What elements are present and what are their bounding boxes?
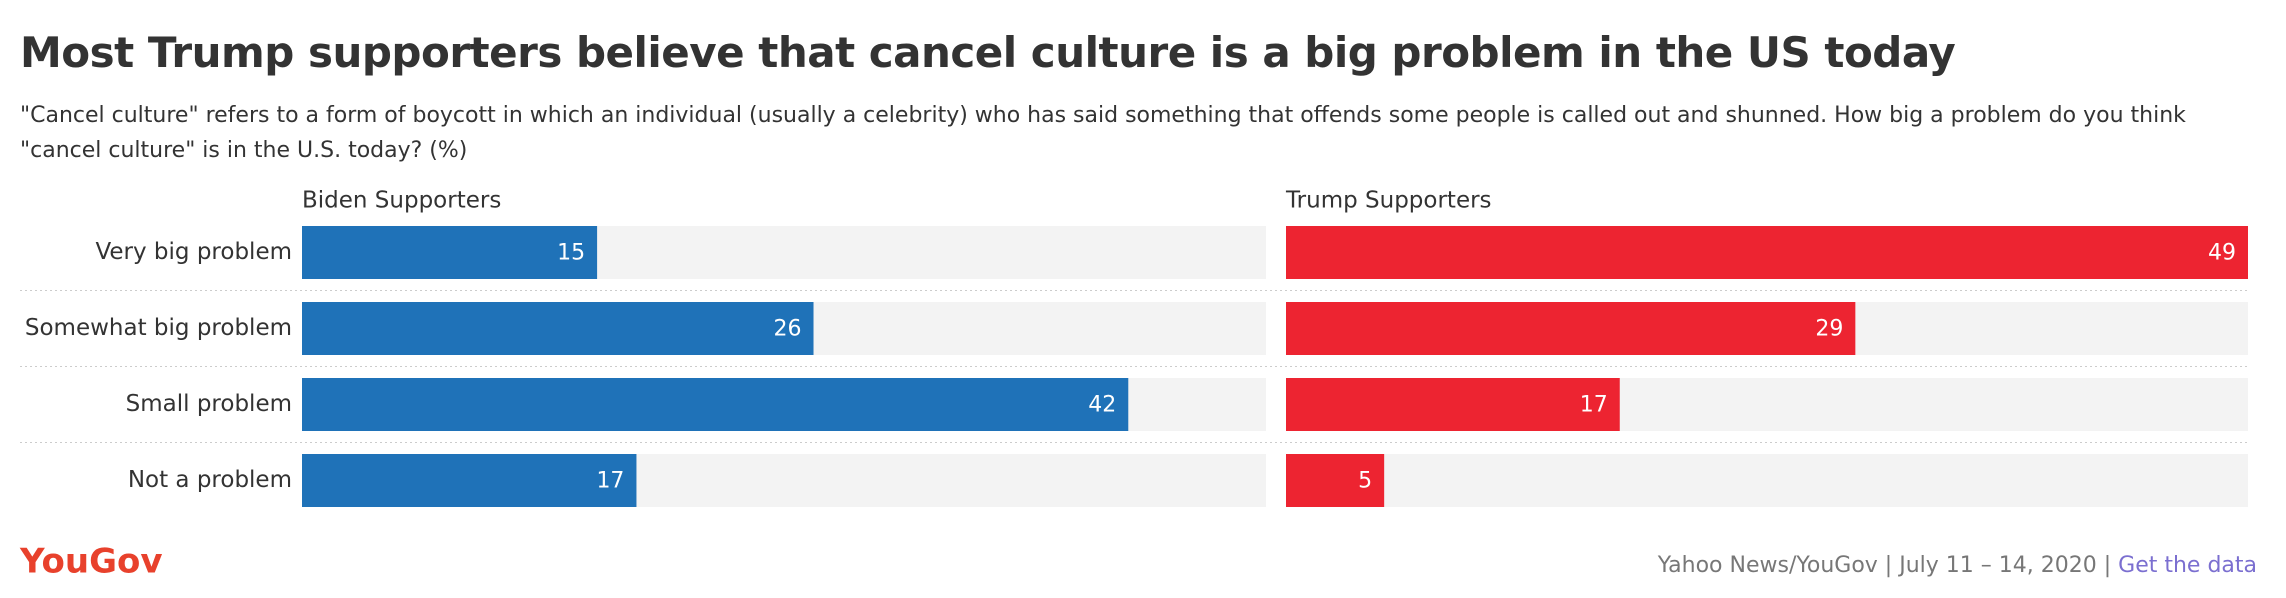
value-label: 42: [1088, 393, 1116, 418]
bar: [302, 302, 814, 355]
bar-background: [1286, 454, 2248, 507]
chart-subtitle: "Cancel culture" refers to a form of boy…: [20, 103, 2186, 163]
category-label: Very big problem: [95, 239, 292, 265]
value-label: 26: [774, 317, 802, 342]
source-line: Yahoo News/YouGov | July 11 – 14, 2020 |…: [1657, 553, 2257, 578]
separator: |: [1878, 553, 1899, 578]
bar: [302, 378, 1129, 431]
bar: [1286, 226, 2248, 279]
bar: [1286, 302, 1856, 355]
data-link[interactable]: Get the data: [2118, 553, 2257, 578]
panel-title: Biden Supporters: [302, 188, 501, 214]
logo: YouGov: [19, 542, 163, 582]
separator: |: [2097, 553, 2118, 578]
bar: [302, 226, 598, 279]
date: July 11 – 14, 2020: [1897, 553, 2097, 578]
source: Yahoo News/YouGov: [1657, 553, 1878, 578]
value-label: 29: [1815, 317, 1843, 342]
value-label: 15: [557, 241, 585, 266]
chart-title: Most Trump supporters believe that cance…: [20, 28, 1956, 77]
category-label: Small problem: [126, 391, 292, 417]
bar: [302, 454, 637, 507]
bar: [1286, 454, 1385, 507]
value-label: 49: [2208, 241, 2236, 266]
panel-title: Trump Supporters: [1285, 188, 1492, 214]
value-label: 5: [1358, 469, 1372, 494]
value-label: 17: [596, 469, 624, 494]
category-label: Somewhat big problem: [25, 315, 292, 341]
bar: [1286, 378, 1620, 431]
value-label: 17: [1580, 393, 1608, 418]
category-label: Not a problem: [128, 467, 292, 493]
